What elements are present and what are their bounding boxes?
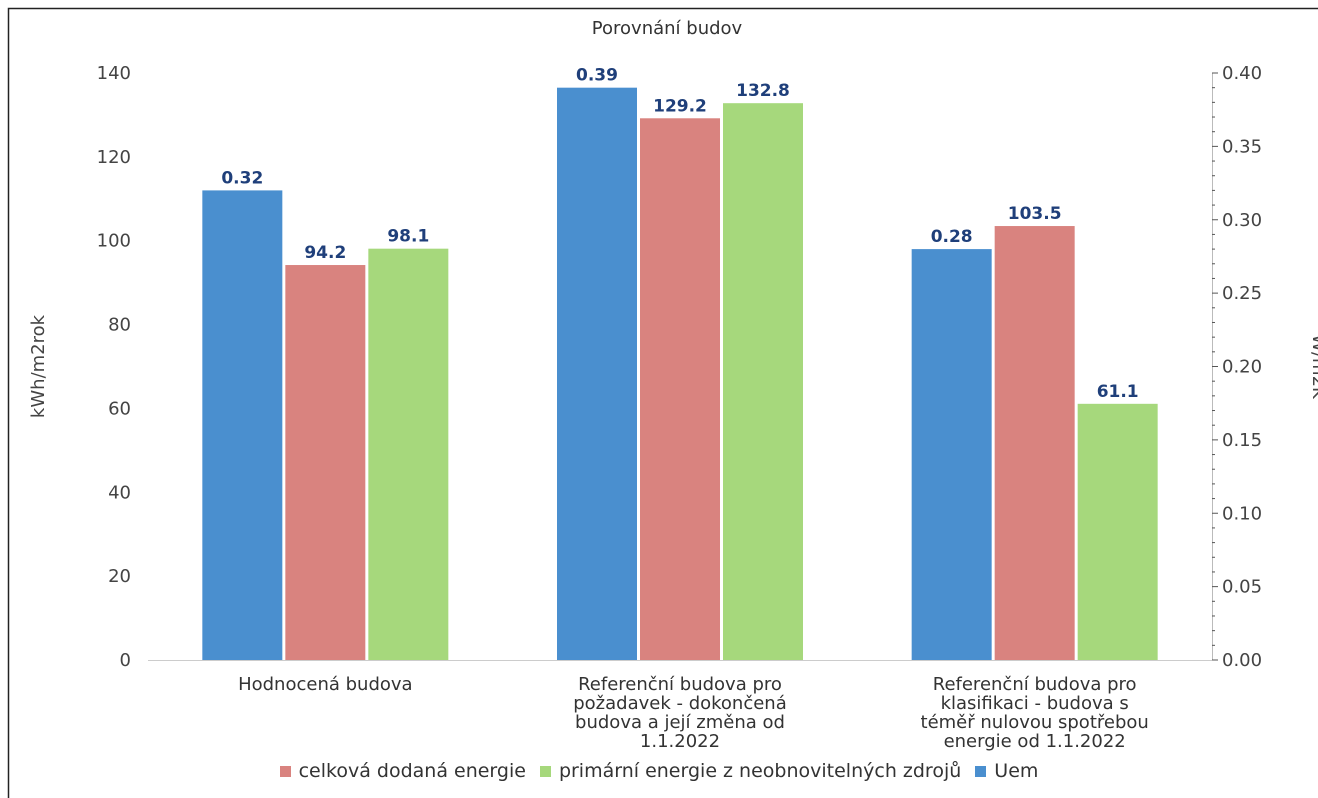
legend-label: celková dodaná energie	[298, 760, 526, 782]
y-tick-label: 80	[108, 315, 131, 336]
y2-tick-label: 0.25	[1222, 283, 1262, 304]
data-label: 103.5	[1008, 204, 1062, 224]
data-label: 94.2	[304, 243, 346, 263]
y2-tick-label: 0.00	[1222, 650, 1262, 671]
data-label: 0.39	[576, 66, 618, 86]
legend: celková dodaná energie primární energie z…	[0, 760, 1318, 782]
x-tick-label: 1.1.2022	[640, 731, 720, 752]
x-tick-label: Referenční budova pro	[578, 674, 782, 695]
data-label: 0.28	[931, 227, 973, 247]
y2-tick-label: 0.10	[1222, 503, 1262, 524]
data-label: 0.32	[221, 168, 263, 188]
bar	[557, 87, 637, 661]
y2-tick-label: 0.05	[1222, 577, 1262, 598]
y-tick-label: 20	[108, 566, 131, 587]
y-tick-label: 40	[108, 482, 131, 503]
y-tick-label: 60	[108, 398, 131, 419]
bar	[911, 249, 992, 660]
y-tick-label: 100	[97, 231, 131, 252]
data-label: 129.2	[653, 96, 707, 116]
y-axis-title: kWh/m2rok	[28, 314, 49, 418]
y2-tick-label: 0.35	[1222, 136, 1262, 157]
x-tick-label: energie od 1.1.2022	[944, 731, 1126, 752]
legend-swatch	[975, 765, 987, 777]
bar	[285, 265, 366, 660]
chart-frame	[7, 7, 1318, 798]
bar	[202, 190, 283, 660]
y2-tick-label: 0.15	[1222, 430, 1262, 451]
x-tick-label: téměř nulovou spotřebou	[921, 712, 1149, 733]
bar	[1077, 403, 1158, 660]
legend-label: primární energie z neobnovitelných zdroj…	[558, 760, 962, 782]
legend-swatch	[539, 765, 551, 777]
data-label: 61.1	[1097, 382, 1139, 402]
y2-tick-label: 0.40	[1222, 63, 1262, 84]
data-label: 98.1	[387, 227, 429, 247]
x-tick-label: klasifikaci - budova s	[941, 693, 1129, 714]
y-tick-label: 0	[120, 650, 131, 671]
y2-tick-label: 0.20	[1222, 357, 1262, 378]
y-tick-label: 120	[97, 147, 131, 168]
bar	[640, 118, 720, 661]
legend-item[interactable]: celková dodaná energie	[279, 760, 526, 782]
y-tick-label: 140	[97, 63, 131, 84]
bar	[368, 248, 449, 660]
chart-title: Porovnání budov	[592, 18, 743, 39]
x-tick-label: Hodnocená budova	[238, 674, 412, 695]
bar	[994, 226, 1075, 660]
legend-swatch	[279, 765, 291, 777]
legend-item[interactable]: primární energie z neobnovitelných zdroj…	[539, 760, 962, 782]
bar	[723, 103, 803, 660]
legend-label: Uem	[994, 760, 1039, 782]
x-tick-label: Referenční budova pro	[933, 674, 1137, 695]
x-tick-label: požadavek - dokončená	[573, 693, 787, 714]
data-label: 132.8	[736, 81, 790, 101]
legend-item[interactable]: Uem	[975, 760, 1038, 782]
x-tick-label: budova a její změna od	[575, 712, 785, 733]
y2-tick-label: 0.30	[1222, 210, 1262, 231]
y2-axis-title: W/m2K	[1308, 334, 1318, 400]
